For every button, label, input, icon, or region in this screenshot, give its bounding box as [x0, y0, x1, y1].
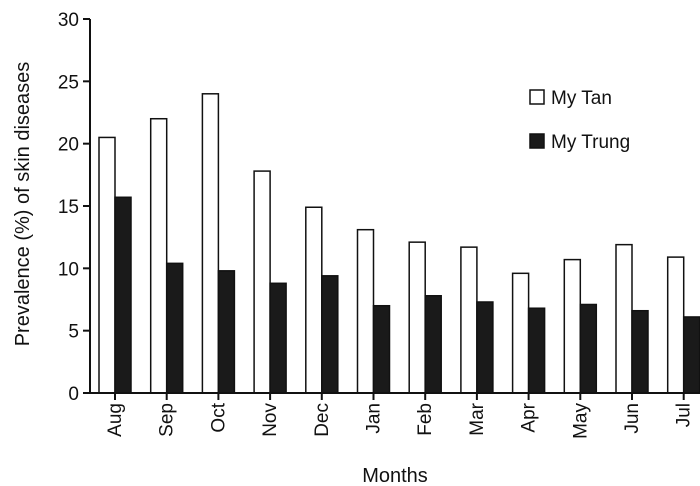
- x-tick-label: Jul: [674, 403, 695, 427]
- x-tick-label: Oct: [208, 402, 229, 432]
- bar-my-trung: [424, 295, 442, 394]
- bar-my-trung: [321, 275, 339, 394]
- x-tick-label: May: [570, 403, 591, 439]
- legend-swatch: [529, 89, 545, 105]
- bar-my-tan: [408, 241, 426, 394]
- bar-my-tan: [615, 243, 633, 394]
- bar-my-tan: [98, 136, 116, 394]
- bar-my-tan: [253, 170, 271, 394]
- bar-my-trung: [269, 282, 287, 394]
- bar-my-tan: [149, 117, 168, 394]
- plot-area: [98, 93, 700, 394]
- bar-my-tan: [666, 256, 685, 394]
- bar-my-trung: [476, 301, 494, 394]
- x-tick-label: Aug: [105, 403, 126, 437]
- y-tick-label: 25: [58, 72, 79, 93]
- y-tick-label: 20: [58, 135, 79, 156]
- legend-label: My Trung: [551, 132, 630, 153]
- bar-my-tan: [563, 258, 582, 394]
- bar-my-tan: [511, 272, 530, 394]
- x-tick-label: Sep: [157, 403, 178, 437]
- x-tick-label: Apr: [519, 402, 540, 432]
- bar-my-tan: [201, 93, 220, 394]
- x-tick-label: Mar: [467, 402, 488, 435]
- bar-my-tan: [305, 206, 323, 394]
- y-axis: 0 5 10 15 20 25 30: [58, 10, 91, 405]
- bar-my-trung: [527, 307, 546, 394]
- x-tick-label: Dec: [312, 403, 333, 437]
- x-tick-label: Feb: [415, 403, 436, 436]
- y-tick-label: 15: [58, 197, 79, 218]
- y-tick-label: 0: [68, 384, 79, 405]
- x-tick-label: Nov: [260, 403, 281, 437]
- bar-my-trung: [579, 303, 598, 394]
- bar-my-trung: [217, 270, 236, 394]
- bar-my-trung: [682, 316, 700, 394]
- bar-my-tan: [460, 246, 478, 394]
- bar-my-trung: [114, 196, 132, 394]
- bar-my-trung: [372, 304, 391, 394]
- legend-label: My Tan: [551, 88, 612, 109]
- y-axis-title: Prevalence (%) of skin diseases: [12, 62, 34, 347]
- x-tick-label: Jan: [364, 403, 385, 434]
- bar-my-tan: [356, 228, 375, 394]
- x-tick-label: Jun: [622, 403, 643, 434]
- bar-my-trung: [631, 309, 649, 394]
- y-tick-label: 10: [58, 259, 79, 280]
- y-tick-label: 5: [68, 322, 79, 343]
- bar-my-trung: [165, 262, 184, 394]
- legend-swatch: [529, 133, 545, 149]
- y-tick-label: 30: [58, 10, 79, 31]
- x-axis-title: Months: [362, 465, 428, 486]
- legend: My Tan My Trung: [529, 88, 630, 153]
- x-axis: Aug Sep Oct Nov Dec Jan Feb Mar Apr May Jun Jul: [90, 392, 700, 439]
